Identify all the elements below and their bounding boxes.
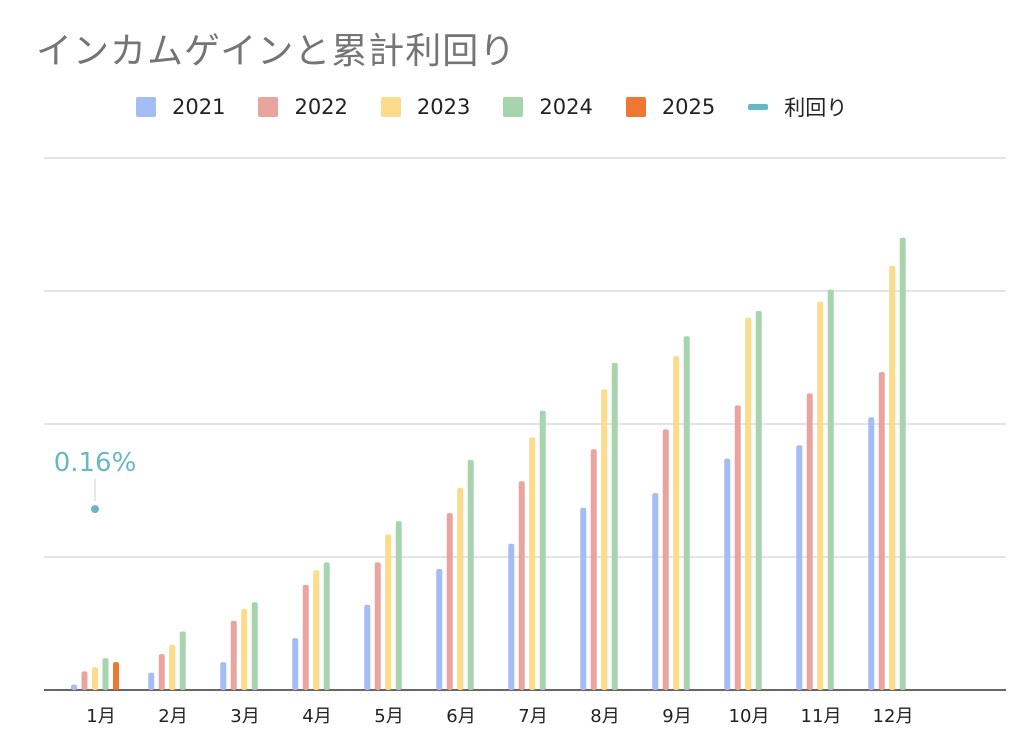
bar-2023-1月 <box>92 667 98 690</box>
x-tick-label: 4月 <box>302 706 331 727</box>
bar-2023-8月 <box>601 389 608 690</box>
legend-item-2024[interactable]: 2024 <box>503 95 593 119</box>
bar-2022-5月 <box>374 562 381 690</box>
bar-2021-1月 <box>71 684 77 690</box>
bar-2023-10月 <box>745 317 752 690</box>
bar-2024-6月 <box>467 459 474 690</box>
bar-2022-8月 <box>590 449 597 690</box>
bar-2022-2月 <box>158 654 165 690</box>
bar-2024-10月 <box>755 310 762 690</box>
x-tick-label: 11月 <box>801 706 842 727</box>
bar-2021-9月 <box>652 493 659 690</box>
bar-2022-6月 <box>446 513 453 690</box>
bar-2021-11月 <box>796 445 803 690</box>
x-tick-label: 5月 <box>374 706 403 727</box>
legend-item-2025[interactable]: 2025 <box>625 95 716 119</box>
bar-2021-10月 <box>724 458 731 690</box>
bar-2021-6月 <box>436 568 443 690</box>
legend-item-利回り[interactable]: 利回り <box>748 92 847 122</box>
legend-swatch <box>136 97 156 117</box>
bar-2024-3月 <box>251 602 258 690</box>
bar-2022-1月 <box>81 671 88 690</box>
bar-2023-4月 <box>313 570 320 690</box>
bar-2023-3月 <box>241 608 248 690</box>
bar-2024-1月 <box>102 658 109 690</box>
legend-item-2021[interactable]: 2021 <box>136 95 225 119</box>
bar-2023-2月 <box>169 644 176 690</box>
bar-2024-12月 <box>899 237 906 691</box>
bar-2023-5月 <box>385 534 392 690</box>
x-tick-label: 10月 <box>729 706 770 727</box>
line-point-利回り-1月 <box>91 505 99 514</box>
bar-2022-11月 <box>806 393 813 690</box>
legend-swatch <box>380 97 401 117</box>
x-tick-label: 2月 <box>158 706 187 727</box>
x-tick-label: 3月 <box>230 706 259 727</box>
bar-2023-6月 <box>457 487 464 690</box>
bar-2024-7月 <box>539 410 546 690</box>
legend-item-2023[interactable]: 2023 <box>380 95 471 119</box>
x-tick-label: 8月 <box>590 706 619 727</box>
legend-label: 利回り <box>784 96 848 120</box>
bar-2022-3月 <box>230 620 237 690</box>
legend-label: 2025 <box>661 95 716 119</box>
bar-2023-7月 <box>529 437 536 690</box>
bar-2022-10月 <box>734 405 741 690</box>
legend: 2021 2022 2023 2024 2025 利回り <box>136 92 880 122</box>
bar-2023-11月 <box>817 301 824 690</box>
bar-2022-9月 <box>662 429 669 690</box>
legend-swatch <box>748 104 769 110</box>
bar-2021-2月 <box>148 672 155 690</box>
legend-swatch <box>625 97 646 117</box>
bar-2025-1月 <box>113 662 119 690</box>
legend-item-2022[interactable]: 2022 <box>258 95 348 119</box>
bar-2021-7月 <box>508 543 515 690</box>
bar-2024-11月 <box>827 289 834 690</box>
bar-2021-4月 <box>292 638 299 690</box>
legend-swatch <box>503 97 524 117</box>
bar-2021-8月 <box>580 507 587 690</box>
bar-2024-2月 <box>179 631 186 690</box>
legend-swatch <box>258 97 279 117</box>
x-tick-label: 1月 <box>86 706 115 727</box>
bar-2024-4月 <box>323 562 330 690</box>
bar-2021-12月 <box>868 417 875 690</box>
x-tick-label: 7月 <box>518 706 547 727</box>
legend-label: 2024 <box>539 95 593 119</box>
legend-label: 2021 <box>172 95 226 119</box>
legend-label: 2023 <box>416 95 471 119</box>
bar-2023-9月 <box>673 356 680 690</box>
bar-2022-7月 <box>518 481 525 690</box>
legend-label: 2022 <box>294 95 348 119</box>
data-label: 0.16% <box>54 448 137 478</box>
bar-2024-9月 <box>683 336 690 690</box>
bar-2024-8月 <box>611 362 618 690</box>
bar-2023-12月 <box>889 265 896 690</box>
x-tick-label: 6月 <box>446 706 475 727</box>
bar-2024-5月 <box>395 521 402 690</box>
bar-2021-5月 <box>364 604 371 690</box>
chart-title: インカムゲインと累計利回り <box>36 31 517 72</box>
x-tick-label: 12月 <box>873 706 914 727</box>
bar-2022-12月 <box>878 372 885 690</box>
bar-2022-4月 <box>302 584 309 690</box>
bar-2021-3月 <box>220 662 227 690</box>
x-tick-label: 9月 <box>662 706 691 727</box>
